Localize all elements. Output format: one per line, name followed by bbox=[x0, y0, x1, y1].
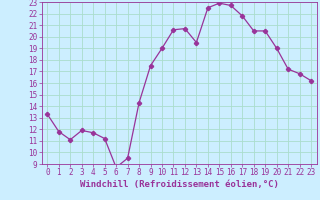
X-axis label: Windchill (Refroidissement éolien,°C): Windchill (Refroidissement éolien,°C) bbox=[80, 180, 279, 189]
